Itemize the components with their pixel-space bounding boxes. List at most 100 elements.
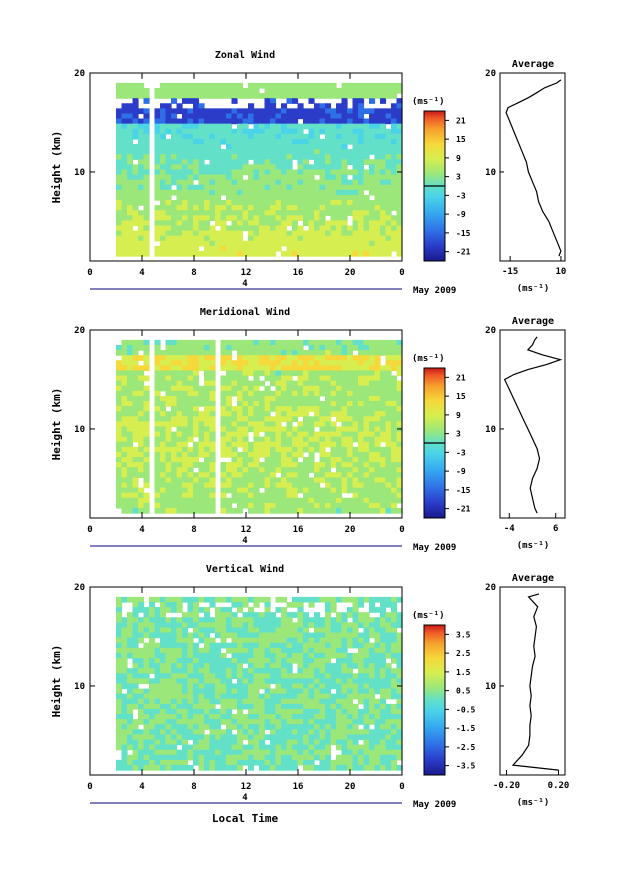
heatmap-cell: [363, 138, 370, 145]
heatmap-cell: [132, 350, 139, 356]
heatmap-cell: [380, 220, 387, 227]
heatmap-cell: [198, 482, 205, 489]
heatmap-cell: [204, 344, 211, 351]
heatmap-cell: [193, 184, 200, 191]
heatmap-cell: [121, 683, 128, 690]
heatmap-cell: [330, 632, 337, 639]
heatmap-cell: [341, 189, 348, 196]
heatmap-cell: [336, 215, 343, 221]
heatmap-cell: [143, 759, 150, 766]
heatmap-cell: [369, 339, 376, 346]
heatmap-cell: [347, 683, 354, 690]
heatmap-cell: [231, 673, 238, 679]
heatmap-cell: [369, 401, 376, 407]
heatmap-cell: [352, 82, 359, 89]
heatmap-cell: [330, 82, 337, 89]
heatmap-cell: [380, 421, 387, 428]
heatmap-cell: [182, 205, 189, 211]
heatmap-cell: [363, 749, 370, 756]
heatmap-cell: [237, 683, 244, 690]
heatmap-cell: [325, 344, 332, 351]
heatmap-cell: [220, 250, 227, 257]
heatmap-cell: [127, 416, 134, 422]
heatmap-cell: [138, 240, 145, 247]
heatmap-cell: [330, 502, 337, 509]
heatmap-cell: [336, 205, 343, 211]
heatmap-cell: [132, 467, 139, 473]
heatmap-cell: [182, 457, 189, 463]
heatmap-cell: [270, 764, 277, 771]
heatmap-cell: [363, 123, 370, 130]
heatmap-cell: [347, 230, 354, 237]
heatmap-cell: [242, 446, 249, 453]
profile-x-tick-label: -15: [502, 267, 518, 277]
heatmap-cell: [160, 744, 167, 751]
heatmap-cell: [176, 647, 183, 654]
heatmap-cell: [341, 596, 348, 603]
heatmap-cell: [226, 235, 233, 242]
heatmap-cell: [391, 759, 398, 766]
heatmap-cell: [176, 497, 183, 504]
heatmap-cell: [193, 390, 200, 397]
heatmap-cell: [209, 724, 216, 730]
heatmap-cell: [275, 688, 282, 695]
heatmap-cell: [176, 764, 183, 771]
heatmap-cell: [396, 98, 403, 104]
heatmap-cell: [127, 703, 134, 710]
heatmap-cell: [248, 411, 255, 417]
heatmap-cell: [391, 612, 398, 618]
profile-line: [505, 79, 562, 257]
heatmap-cell: [352, 749, 359, 756]
heatmap-cell: [198, 647, 205, 654]
heatmap-cell: [281, 678, 288, 685]
heatmap-cell: [275, 133, 282, 140]
heatmap-cell: [242, 416, 249, 422]
heatmap-cell: [209, 250, 216, 257]
heatmap-cell: [308, 502, 315, 509]
heatmap-cell: [237, 688, 244, 695]
heatmap-cell: [160, 194, 167, 201]
heatmap-cell: [138, 637, 145, 644]
heatmap-cell: [396, 658, 403, 664]
heatmap-cell: [143, 441, 150, 448]
heatmap-cell: [380, 658, 387, 664]
heatmap-cell: [286, 477, 293, 484]
heatmap-cell: [116, 230, 123, 237]
heatmap-cell: [259, 451, 266, 458]
heatmap-cell: [319, 441, 326, 448]
heatmap-cell: [325, 632, 332, 639]
heatmap-cell: [176, 462, 183, 468]
heatmap-cell: [314, 118, 321, 125]
heatmap-cell: [193, 138, 200, 145]
heatmap-cell: [380, 375, 387, 382]
heatmap-cell: [330, 370, 337, 377]
heatmap-cell: [336, 703, 343, 710]
heatmap-cell: [325, 93, 332, 99]
heatmap-cell: [176, 210, 183, 216]
heatmap-cell: [154, 451, 161, 458]
heatmap-cell: [138, 467, 145, 473]
heatmap-cell: [165, 365, 172, 372]
heatmap-cell: [369, 601, 376, 608]
heatmap-cell: [264, 138, 271, 145]
heatmap-cell: [374, 355, 381, 361]
heatmap-cell: [358, 159, 365, 165]
heatmap-cell: [198, 441, 205, 448]
heatmap-cell: [308, 601, 315, 608]
heatmap-cell: [341, 467, 348, 473]
heatmap-cell: [391, 477, 398, 484]
heatmap-cell: [264, 431, 271, 438]
heatmap-cell: [226, 622, 233, 629]
heatmap-cell: [226, 200, 233, 206]
heatmap-cell: [220, 431, 227, 438]
heatmap-cell: [132, 487, 139, 494]
heatmap-cell: [231, 627, 238, 634]
heatmap-cell: [281, 441, 288, 448]
heatmap-cell: [198, 138, 205, 145]
heatmap-cell: [363, 734, 370, 741]
heatmap-cell: [330, 93, 337, 99]
heatmap-cell: [231, 658, 238, 664]
heatmap-cell: [303, 406, 310, 412]
heatmap-cell: [231, 385, 238, 392]
heatmap-cell: [374, 416, 381, 422]
